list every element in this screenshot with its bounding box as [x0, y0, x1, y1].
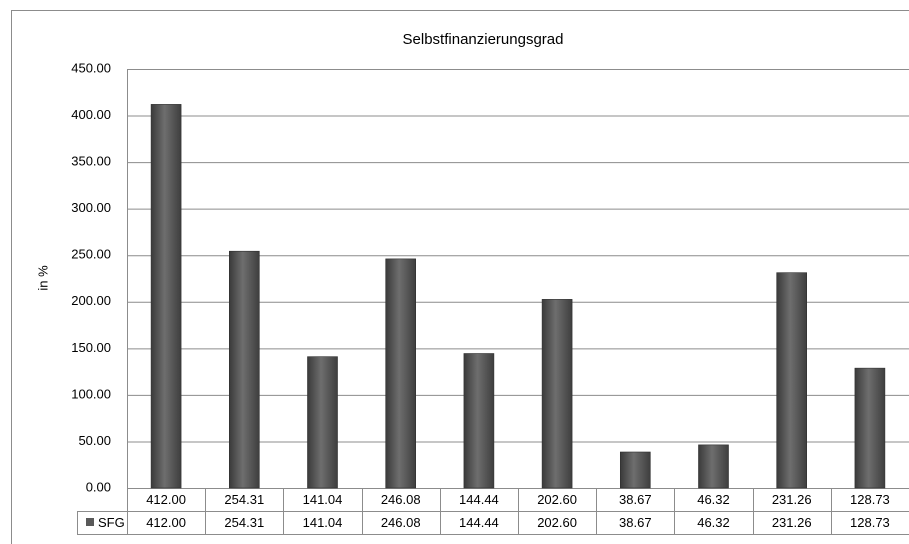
x-tick-label: 38.67 — [619, 492, 652, 507]
y-tick-label: 300.00 — [71, 200, 111, 215]
x-tick-label: 231.26 — [772, 492, 812, 507]
y-tick-label: 50.00 — [78, 433, 111, 448]
legend-label: SFG — [98, 515, 125, 530]
table-value: 412.00 — [146, 515, 186, 530]
y-tick-label: 250.00 — [71, 247, 111, 262]
bar — [463, 353, 495, 489]
table-value: 144.44 — [459, 515, 499, 530]
x-tick-label: 128.73 — [850, 492, 890, 507]
chart-title: Selbstfinanzierungsgrad — [403, 31, 564, 48]
table-value: 202.60 — [537, 515, 577, 530]
bar — [619, 451, 651, 489]
bar — [150, 104, 182, 489]
x-tick-label: 202.60 — [537, 492, 577, 507]
y-axis-label: in % — [35, 265, 50, 291]
y-tick-label: 400.00 — [71, 107, 111, 122]
y-tick-label: 100.00 — [71, 386, 111, 401]
legend-swatch — [86, 518, 94, 526]
chart-frame — [11, 10, 909, 544]
y-tick-label: 200.00 — [71, 293, 111, 308]
table-value: 128.73 — [850, 515, 890, 530]
y-tick-label: 150.00 — [71, 340, 111, 355]
x-tick-label: 141.04 — [303, 492, 343, 507]
x-tick-label: 412.00 — [146, 492, 186, 507]
bar — [229, 250, 260, 489]
table-value: 231.26 — [772, 515, 812, 530]
x-tick-label: 46.32 — [697, 492, 730, 507]
bar — [307, 356, 338, 489]
table-value: 38.67 — [619, 515, 652, 530]
table-value: 254.31 — [224, 515, 264, 530]
bar — [854, 367, 886, 489]
bar — [541, 299, 573, 489]
y-tick-label: 450.00 — [71, 60, 111, 75]
table-value: 46.32 — [697, 515, 730, 530]
x-tick-label: 254.31 — [224, 492, 264, 507]
bar — [698, 444, 729, 489]
bar — [385, 258, 417, 489]
bar — [776, 272, 808, 489]
x-tick-label: 246.08 — [381, 492, 421, 507]
table-value: 246.08 — [381, 515, 421, 530]
y-tick-label: 350.00 — [71, 154, 111, 169]
x-tick-label: 144.44 — [459, 492, 499, 507]
y-tick-label: 0.00 — [86, 479, 111, 494]
table-value: 141.04 — [303, 515, 343, 530]
